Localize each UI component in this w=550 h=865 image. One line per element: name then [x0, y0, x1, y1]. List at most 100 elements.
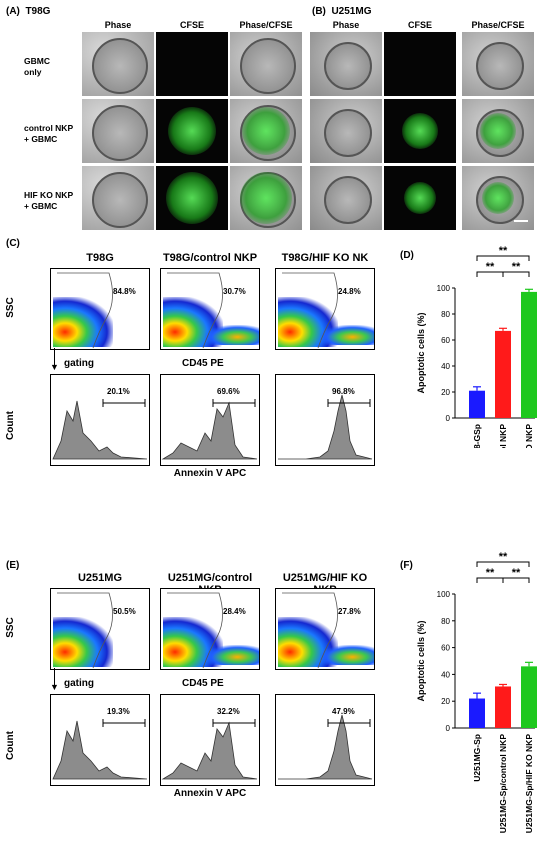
significance-marker: **	[486, 261, 495, 273]
x-category-label: U251MG-Sp/control NKP	[498, 734, 508, 834]
col-merge-b: Phase/CFSE	[471, 20, 525, 30]
gating-label: gating	[64, 678, 94, 689]
col-phase-b: Phase	[332, 20, 360, 30]
gate-percent: 27.8%	[338, 607, 361, 616]
significance-marker: **	[499, 245, 508, 257]
y-tick-label: 20	[441, 388, 450, 397]
panel-a-label: (A) T98G	[6, 6, 51, 17]
panel-b-label: (B) U251MG	[312, 6, 372, 17]
count-label: Count	[4, 731, 16, 760]
y-tick-label: 100	[437, 590, 451, 599]
x-category-label: T98-GSp	[472, 424, 482, 448]
hist-percent: 96.8%	[332, 387, 355, 396]
gate-percent: 28.4%	[223, 607, 246, 616]
y-tick-label: 80	[441, 617, 450, 626]
row-label-1: GBMC only	[24, 56, 50, 77]
panel-c-label: (C)	[6, 238, 20, 249]
y-tick-label: 40	[441, 670, 450, 679]
bar	[521, 666, 537, 728]
micrograph-merged	[462, 99, 534, 163]
significance-marker: **	[512, 261, 521, 273]
y-tick-label: 0	[446, 724, 451, 733]
significance-bracket	[476, 561, 530, 567]
x-category-label: T98G-Sp/control NKP	[498, 424, 508, 448]
gate-percent: 24.8%	[338, 287, 361, 296]
y-tick-label: 60	[441, 644, 450, 653]
bar	[469, 390, 485, 418]
micrograph-cfse	[384, 99, 456, 163]
y-tick-label: 60	[441, 336, 450, 345]
x-category-label: U251MG-Sp	[472, 734, 482, 782]
bar	[495, 686, 511, 728]
hist-percent: 19.3%	[107, 707, 130, 716]
histogram: 19.3%	[50, 694, 150, 786]
flow-title: T98G/control NKP	[162, 252, 258, 264]
micrograph-merged	[230, 99, 302, 163]
ssc-label: SSC	[4, 617, 16, 638]
histogram: 96.8%	[275, 374, 375, 466]
bar	[521, 291, 537, 418]
ssc-label: SSC	[4, 297, 16, 318]
scatter-plot: 28.4%	[160, 588, 260, 670]
bar-chart-f: 0 20 40 60 80 100 Apoptotic cells (%) U251MG-Sp…	[416, 551, 537, 834]
bar	[495, 330, 511, 418]
gating-arrow	[54, 668, 55, 686]
scatter-plot: 50.5%	[50, 588, 150, 670]
col-merge-a: Phase/CFSE	[239, 20, 293, 30]
scatter-plot: 24.8%	[275, 268, 375, 350]
y-tick-label: 40	[441, 362, 450, 371]
significance-marker: **	[499, 551, 508, 563]
micrograph-phase	[82, 32, 154, 96]
annexin-label: Annexin V APC	[173, 468, 247, 479]
y-tick-label: 20	[441, 697, 450, 706]
flow-title: T98G	[86, 252, 114, 264]
micrograph-cfse	[156, 166, 228, 230]
significance-marker: **	[486, 567, 495, 579]
col-phase-a: Phase	[104, 20, 132, 30]
gating-arrowhead: ▼	[50, 682, 59, 692]
significance-bracket	[502, 271, 530, 277]
significance-marker: **	[512, 567, 521, 579]
cd45-label: CD45 PE	[182, 678, 224, 689]
y-tick-label: 80	[441, 310, 450, 319]
gating-label: gating	[64, 358, 94, 369]
y-tick-label: 100	[437, 284, 451, 293]
micrograph-phase	[82, 99, 154, 163]
micrograph-merged	[462, 166, 534, 230]
scatter-plot: 84.8%	[50, 268, 150, 350]
gate-percent: 84.8%	[113, 287, 136, 296]
y-tick-label: 0	[446, 414, 451, 423]
gate-percent: 50.5%	[113, 607, 136, 616]
significance-bracket	[476, 255, 530, 261]
annexin-label: Annexin V APC	[173, 788, 247, 799]
gating-arrowhead: ▼	[50, 362, 59, 372]
micrograph-merged	[230, 166, 302, 230]
micrograph-cfse	[156, 99, 228, 163]
micrograph-cfse	[384, 166, 456, 230]
micrograph-phase	[310, 32, 382, 96]
panel-f-label: (F)	[400, 560, 413, 571]
histogram: 32.2%	[160, 694, 260, 786]
gating-arrow	[54, 348, 55, 366]
col-cfse-b: CFSE	[407, 20, 432, 30]
row-label-2: control NKP + GBMC	[24, 123, 74, 144]
significance-bracket	[502, 577, 530, 583]
x-category-label: T98G-Sp/HIF KO NKP	[524, 424, 534, 448]
row-label-3: HIF KO NKP + GBMC	[24, 190, 74, 211]
col-cfse-a: CFSE	[179, 20, 204, 30]
bar-chart-d: 0 20 40 60 80 100 Apoptotic cells (%) T98-GSp T9…	[416, 245, 537, 448]
panel-d-label: (D)	[400, 250, 414, 261]
flow-title: T98G/HIF KO NK	[281, 252, 369, 264]
cd45-label: CD45 PE	[182, 358, 224, 369]
micrograph-phase	[310, 99, 382, 163]
micrograph-cfse	[384, 32, 456, 96]
hist-percent: 69.6%	[217, 387, 240, 396]
scatter-plot: 27.8%	[275, 588, 375, 670]
hist-percent: 20.1%	[107, 387, 130, 396]
scatter-plot: 30.7%	[160, 268, 260, 350]
hist-percent: 32.2%	[217, 707, 240, 716]
flow-title: U251MG	[77, 572, 123, 584]
micrograph-cfse	[156, 32, 228, 96]
histogram: 20.1%	[50, 374, 150, 466]
micrograph-phase	[82, 166, 154, 230]
